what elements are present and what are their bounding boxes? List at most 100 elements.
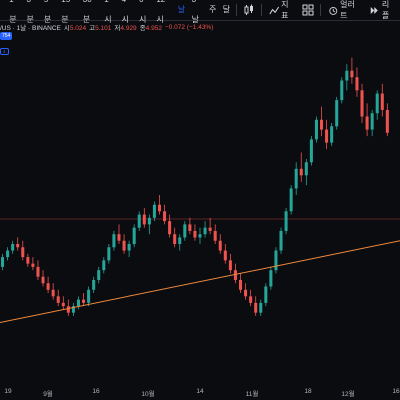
timeframe-5[interactable]: 1시 bbox=[104, 0, 112, 24]
candle bbox=[345, 64, 349, 91]
high-label: 고 bbox=[89, 25, 96, 32]
time-tick-label: 16 bbox=[92, 388, 100, 395]
toolbar-divider bbox=[319, 4, 321, 16]
candle bbox=[284, 208, 288, 235]
candle bbox=[11, 240, 15, 254]
candle bbox=[82, 293, 86, 307]
timeframe-12[interactable]: 달 bbox=[222, 5, 231, 14]
candle bbox=[46, 276, 50, 294]
timeframe-3[interactable]: 15분 bbox=[61, 0, 70, 24]
timeframe-0[interactable]: 1분 bbox=[9, 0, 17, 24]
timeframe-8[interactable]: 12시 bbox=[156, 0, 165, 24]
candle bbox=[66, 299, 70, 316]
candle bbox=[294, 162, 298, 195]
high-value: 5.101 bbox=[95, 25, 112, 32]
candle bbox=[309, 136, 313, 166]
candle bbox=[31, 257, 35, 271]
candle bbox=[233, 263, 237, 284]
price-chart[interactable] bbox=[0, 20, 400, 385]
timeframe-4[interactable]: 30분 bbox=[82, 0, 92, 24]
timeframe-9[interactable]: 날 bbox=[177, 5, 186, 14]
time-axis: 19 9월 16 10월 14 11월 18 12월 16 bbox=[0, 385, 400, 400]
price-badge-group: 754 4 bbox=[0, 32, 13, 58]
candle bbox=[330, 123, 334, 146]
candle bbox=[147, 214, 151, 235]
time-tick-label: 11월 bbox=[245, 391, 259, 398]
candle bbox=[314, 116, 318, 143]
candle bbox=[375, 90, 379, 120]
candle bbox=[122, 234, 126, 254]
indicators-icon bbox=[268, 6, 279, 14]
time-tick-label: 18 bbox=[304, 388, 312, 395]
candle bbox=[107, 244, 111, 264]
candle bbox=[97, 266, 101, 284]
time-tick-label: 19 bbox=[4, 388, 12, 395]
open-value: 5.024 bbox=[69, 25, 87, 32]
timeframe-list: 1분 3분 5분 15분 30분 1시 4시 6시 12시 날 3날 주달 bbox=[0, 0, 233, 24]
templates-grid-icon[interactable] bbox=[301, 3, 314, 17]
candle bbox=[249, 289, 253, 307]
candle bbox=[340, 77, 344, 104]
candle bbox=[228, 253, 232, 274]
close-value: 4.952 bbox=[145, 25, 162, 32]
candle bbox=[87, 286, 91, 307]
candle bbox=[92, 276, 96, 294]
candle bbox=[380, 83, 384, 117]
candle bbox=[36, 260, 40, 280]
candle bbox=[178, 234, 182, 251]
time-tick-label: 14 bbox=[196, 388, 204, 395]
candle bbox=[188, 217, 192, 235]
candle bbox=[335, 96, 339, 130]
candle bbox=[203, 221, 207, 238]
toolbar-divider bbox=[236, 4, 238, 16]
candle bbox=[183, 221, 187, 241]
alert-label: 얼러트 bbox=[340, 0, 355, 20]
candle bbox=[51, 283, 55, 300]
candle bbox=[193, 224, 197, 241]
timeframe-1[interactable]: 3분 bbox=[26, 0, 34, 24]
candle bbox=[223, 244, 227, 264]
alert-button[interactable]: 얼러트 bbox=[324, 0, 366, 20]
candle bbox=[132, 224, 136, 248]
replay-label: 리플 bbox=[381, 0, 390, 20]
candle bbox=[163, 204, 167, 225]
candle bbox=[16, 237, 20, 251]
timeframe-10[interactable]: 3날 bbox=[191, 0, 199, 24]
timeframe-11[interactable]: 주 bbox=[208, 5, 217, 14]
candle bbox=[299, 152, 303, 182]
candle bbox=[320, 106, 324, 137]
low-label: 저 bbox=[114, 25, 121, 32]
indicators-button[interactable]: 지표 bbox=[265, 0, 300, 20]
candle bbox=[208, 217, 212, 235]
candle bbox=[173, 227, 177, 248]
candle bbox=[304, 158, 308, 186]
candle bbox=[61, 296, 65, 310]
candle bbox=[360, 83, 364, 124]
candle bbox=[244, 283, 248, 300]
price-badge: 754 bbox=[0, 32, 13, 40]
candle bbox=[142, 208, 146, 228]
timeframe-7[interactable]: 6시 bbox=[138, 0, 147, 24]
candle bbox=[259, 299, 263, 316]
candle bbox=[21, 240, 25, 261]
replay-button[interactable]: 리플 bbox=[365, 0, 400, 20]
open-label: 시 bbox=[63, 25, 70, 32]
alarm-clock-icon bbox=[328, 6, 337, 15]
timeframe-6[interactable]: 4시 bbox=[121, 0, 129, 24]
close-label: 종 bbox=[139, 25, 146, 32]
candle bbox=[76, 296, 80, 310]
time-tick-label: 9월 bbox=[43, 391, 53, 398]
candle bbox=[269, 266, 273, 290]
indicators-label: 지표 bbox=[281, 0, 289, 20]
candle bbox=[370, 109, 374, 137]
change-value: −0.072 (−1.43%) bbox=[164, 23, 214, 31]
candle bbox=[56, 289, 60, 307]
candle bbox=[274, 247, 278, 274]
trendline[interactable] bbox=[0, 240, 400, 323]
timeframe-2[interactable]: 5분 bbox=[43, 0, 52, 24]
candle bbox=[127, 240, 131, 258]
candle-style-icon[interactable] bbox=[242, 3, 255, 17]
candle bbox=[137, 211, 141, 231]
candle bbox=[289, 185, 293, 215]
candle bbox=[355, 67, 359, 97]
